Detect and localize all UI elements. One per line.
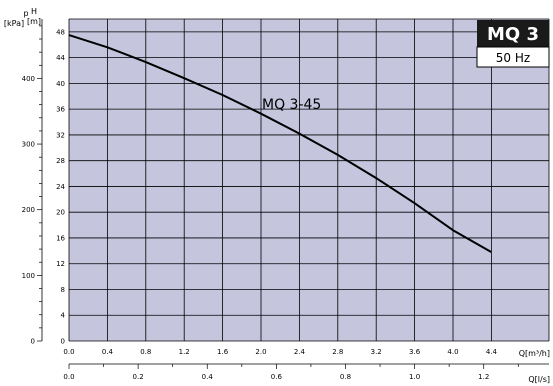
series-label-mq-3-45: MQ 3-45 [262, 97, 321, 113]
plot-area [69, 19, 549, 341]
frequency-badge-label: 50 Hz [496, 51, 530, 65]
y-pressure-tick-label: 200 [22, 206, 35, 214]
y-pressure-tick-label: 400 [22, 75, 35, 83]
y-pressure-tick-label: 100 [22, 272, 35, 280]
x-secondary-axis-title: Q[l/s] [528, 375, 550, 384]
x-main-tick-label: 0.4 [102, 348, 114, 356]
y-head-tick-label: 44 [56, 54, 65, 62]
y-head-tick-label: 32 [56, 131, 65, 139]
y-pressure-axis-title-unit: [kPa] [4, 19, 24, 28]
x-secondary-tick-label: 0.6 [271, 373, 283, 381]
y-head-tick-label: 36 [56, 106, 65, 114]
x-main-tick-label: 3.6 [409, 348, 421, 356]
y-head-tick-label: 24 [56, 183, 65, 191]
y-pressure-axis-title-symbol: p [23, 9, 28, 18]
y-head-tick-label: 4 [61, 312, 66, 320]
x-secondary-tick-label: 1.0 [409, 373, 420, 381]
x-main-tick-label: 4.0 [447, 348, 458, 356]
y-head-axis-title-unit: [m] [27, 17, 41, 26]
x-main-tick-label: 2.0 [255, 348, 266, 356]
y-pressure-tick-label: 300 [22, 141, 35, 149]
y-head-tick-label: 16 [56, 234, 65, 242]
y-head-tick-label: 8 [61, 286, 65, 294]
x-secondary-tick-label: 0.0 [63, 373, 74, 381]
model-badge-label: MQ 3 [487, 24, 539, 45]
x-main-tick-label: 1.2 [179, 348, 190, 356]
y-head-tick-label: 20 [56, 209, 65, 217]
x-main-tick-label: 4.4 [486, 348, 498, 356]
x-secondary-tick-label: 0.4 [202, 373, 214, 381]
x-main-tick-label: 0.8 [140, 348, 151, 356]
frequency-badge [476, 46, 550, 68]
y-head-tick-label: 48 [56, 28, 65, 36]
y-head-axis-title-symbol: H [31, 7, 37, 16]
grid [68, 18, 550, 342]
y-head-tick-label: 12 [56, 260, 65, 268]
x-secondary-tick-label: 0.8 [340, 373, 351, 381]
series-line-mq-3-45 [68, 34, 492, 253]
x-main-tick-label: 0.0 [63, 348, 74, 356]
x-secondary-tick-label: 1.2 [478, 373, 489, 381]
model-badge [477, 20, 549, 47]
x-main-tick-label: 2.8 [332, 348, 343, 356]
x-secondary-tick-label: 0.2 [133, 373, 144, 381]
y-head-tick-label: 28 [56, 157, 65, 165]
y-head-tick-label: 0 [61, 338, 65, 346]
y-head-tick-label: 40 [56, 80, 65, 88]
x-main-tick-label: 3.2 [371, 348, 382, 356]
x-main-tick-label: 2.4 [294, 348, 306, 356]
x-main-tick-label: 1.6 [217, 348, 229, 356]
y-pressure-tick-label: 0 [31, 338, 35, 346]
x-main-axis-title: Q[m³/h] [519, 349, 550, 358]
